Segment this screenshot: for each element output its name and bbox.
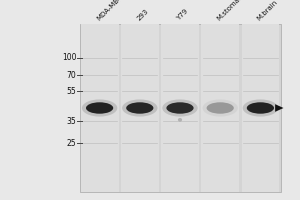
Text: Y79: Y79: [176, 8, 189, 22]
Bar: [80, 24, 280, 192]
Ellipse shape: [162, 99, 198, 117]
Polygon shape: [275, 104, 284, 112]
Ellipse shape: [178, 118, 182, 122]
Bar: [81, 24, 118, 192]
Ellipse shape: [82, 99, 117, 117]
Text: 293: 293: [136, 8, 149, 22]
Bar: [242, 24, 279, 192]
Text: 35: 35: [67, 117, 76, 126]
Text: 25: 25: [67, 139, 76, 148]
Ellipse shape: [86, 102, 113, 114]
Bar: [161, 24, 199, 192]
Text: 55: 55: [67, 87, 76, 96]
Text: M.stomach: M.stomach: [216, 0, 247, 22]
Text: 70: 70: [67, 71, 76, 80]
Bar: [201, 24, 239, 192]
Ellipse shape: [207, 102, 234, 114]
Ellipse shape: [247, 102, 274, 114]
Ellipse shape: [243, 99, 278, 117]
Text: M.brain: M.brain: [256, 0, 279, 22]
Text: 100: 100: [62, 53, 76, 62]
Ellipse shape: [122, 99, 158, 117]
Ellipse shape: [167, 102, 194, 114]
Ellipse shape: [126, 102, 153, 114]
Bar: [121, 24, 159, 192]
Ellipse shape: [202, 99, 238, 117]
Text: MDA-MB453: MDA-MB453: [95, 0, 130, 22]
